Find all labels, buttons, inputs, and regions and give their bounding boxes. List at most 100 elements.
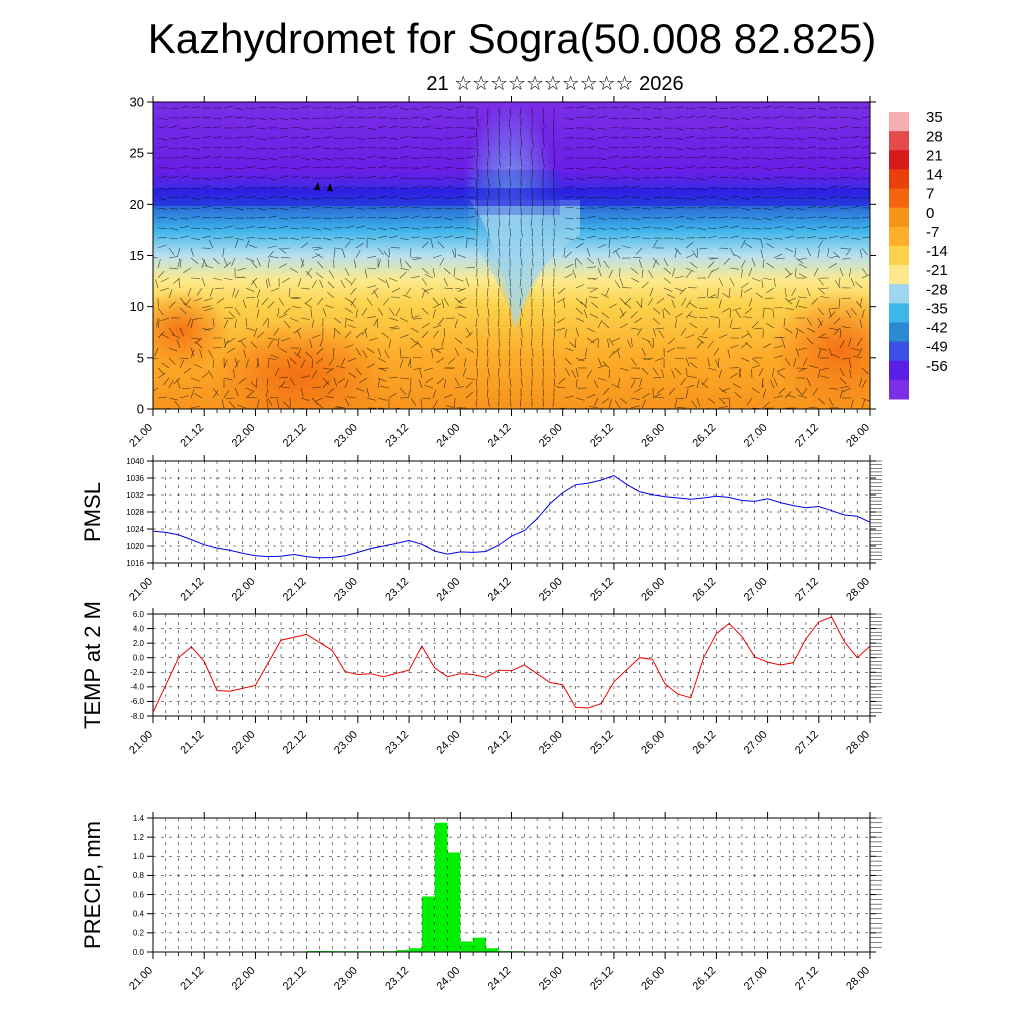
wind-barb (333, 126, 343, 129)
wind-barb (421, 117, 431, 121)
wind-barb (663, 147, 673, 149)
precip-bar (421, 896, 435, 952)
wind-barb (300, 407, 306, 409)
wind-barb (402, 294, 412, 299)
wind-barb (530, 277, 533, 287)
wind-barb (607, 339, 610, 349)
wind-barb (553, 327, 556, 337)
wind-barb (630, 217, 640, 221)
wind-barb (201, 277, 206, 287)
wind-barb (578, 357, 588, 361)
wind-barb (416, 340, 423, 349)
wind-barb (476, 167, 479, 177)
wind-barb (564, 206, 574, 209)
wind-barb (575, 297, 583, 305)
wind-barb (443, 207, 453, 210)
wind-barb (520, 167, 523, 177)
wind-barb (328, 270, 335, 279)
wind-barb (399, 334, 409, 339)
wind-barb (762, 277, 772, 281)
wind-barb (575, 167, 585, 170)
wind-barb (388, 317, 398, 321)
wind-barb (296, 329, 302, 339)
wind-barb (410, 236, 420, 239)
wind-barb (174, 400, 181, 409)
wind-barb (179, 297, 187, 305)
wind-barb (256, 289, 261, 299)
wind-barb (746, 397, 753, 406)
wind-barb (300, 375, 310, 379)
wind-barb (153, 256, 159, 259)
wind-barb (597, 244, 607, 249)
wind-barb (784, 307, 794, 311)
wind-barb (410, 157, 421, 159)
wind-barb (798, 347, 808, 351)
wind-barb (718, 165, 728, 169)
wind-barb (806, 146, 816, 149)
wind-barb (256, 226, 266, 229)
wind-barb (508, 187, 511, 197)
wind-barb (465, 277, 470, 287)
wind-barb (183, 303, 192, 309)
wind-barb (432, 347, 441, 354)
wind-barb (168, 267, 178, 270)
wind-barb (399, 227, 410, 229)
wind-barb (729, 136, 739, 139)
wind-barb (531, 367, 534, 377)
wind-barb (563, 247, 566, 257)
temp-panel: -8.0-6.0-4.0-2.00.02.04.06.021.00 21.12 22… (80, 601, 882, 757)
wind-barb (740, 106, 750, 109)
wind-barb (238, 377, 247, 384)
wind-barb (839, 167, 849, 169)
wind-barb (201, 116, 211, 119)
wind-barb (383, 297, 390, 306)
wind-barb (594, 397, 599, 407)
wind-barb (333, 107, 343, 110)
wind-barb (278, 135, 288, 139)
wind-barb (600, 293, 610, 299)
wind-barb (377, 216, 387, 219)
wind-barb (652, 107, 662, 111)
wind-barb (531, 227, 534, 237)
wind-barb (630, 405, 640, 409)
wind-barb (575, 327, 579, 337)
y-tick-label: 1.4 (133, 814, 145, 823)
wind-barb (817, 216, 827, 219)
wind-barb (575, 106, 585, 109)
wind-barb (316, 261, 324, 269)
wind-barb (344, 225, 354, 229)
wind-barb (289, 126, 299, 129)
wind-barb (315, 272, 324, 279)
wind-barb (454, 207, 464, 210)
wind-barb (194, 393, 203, 399)
colorbar-label: -35 (926, 300, 948, 317)
wind-barb (740, 197, 750, 200)
wind-barb (250, 381, 258, 389)
wind-barb (641, 347, 646, 357)
wind-barb (630, 155, 640, 159)
wind-barb (773, 345, 783, 349)
wind-barb (760, 249, 764, 259)
wind-barb (663, 117, 673, 120)
wind-barb (201, 146, 211, 149)
wind-barb (350, 300, 357, 309)
wind-barb (828, 157, 838, 160)
wind-barb (734, 391, 742, 399)
y-tick-label: 1024 (126, 525, 144, 534)
wind-barb (619, 136, 629, 139)
wind-barb (819, 287, 830, 289)
wind-barb (553, 367, 556, 377)
wind-barb (454, 196, 464, 199)
wind-barb (465, 377, 475, 381)
wind-barb (347, 324, 357, 329)
wind-barb (278, 107, 288, 110)
x-tick-label: 25.00 (537, 576, 565, 604)
wind-barb (718, 247, 729, 249)
wind-barb (276, 399, 280, 409)
x-tick-label: 23.00 (332, 965, 360, 993)
x-tick-label: 21.00 (127, 729, 155, 757)
wind-barb (806, 377, 811, 387)
wind-barb (718, 137, 728, 139)
wind-barb (201, 259, 206, 269)
